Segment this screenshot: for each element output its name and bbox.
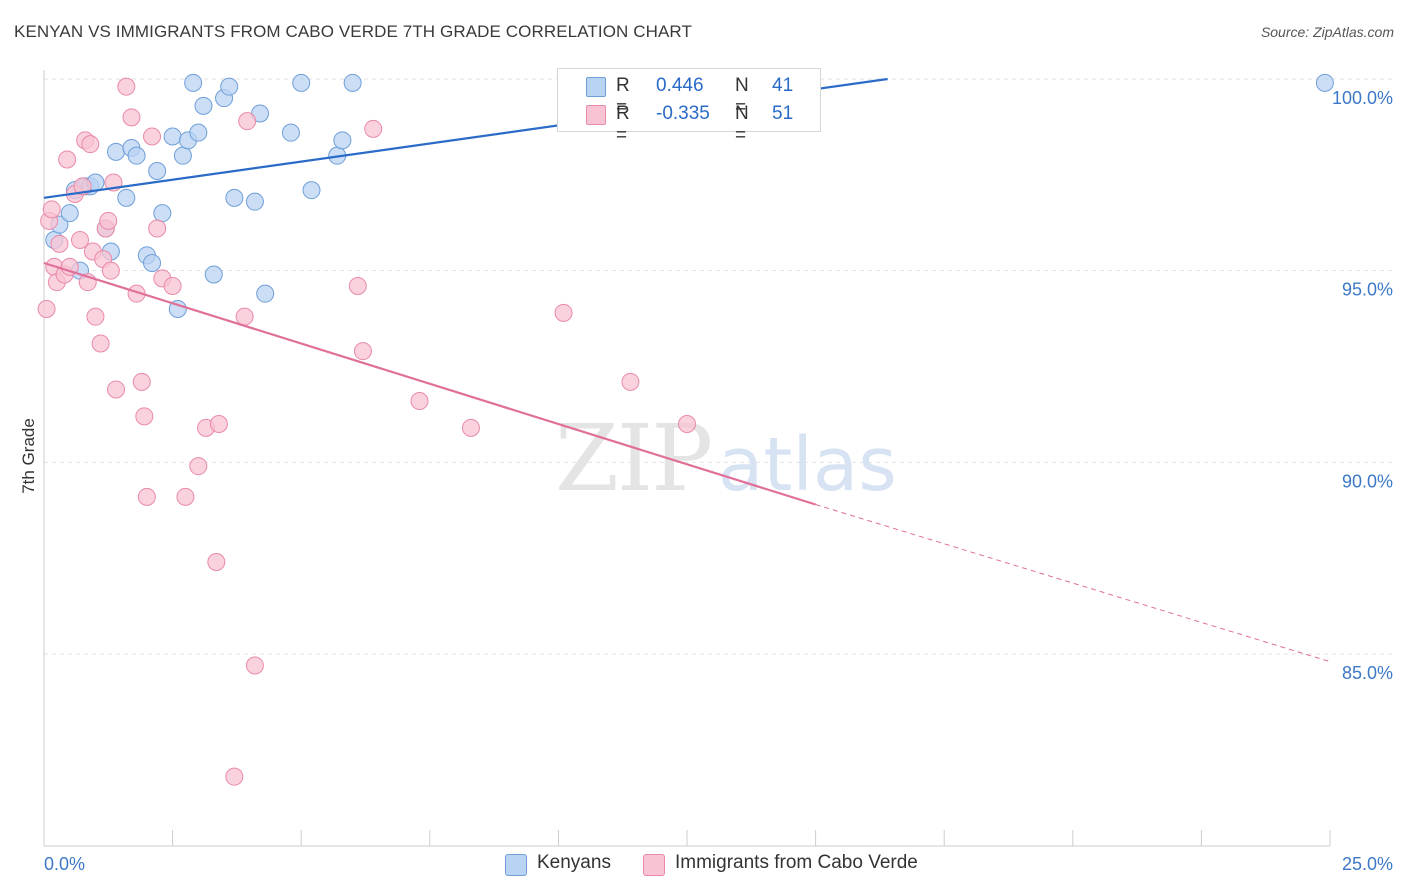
cabo-verde-point [225,767,244,786]
cabo-verde-point [137,487,156,506]
cabo-verde-point [235,307,254,326]
cabo-verde-legend-label: Immigrants from Cabo Verde [675,852,918,873]
cabo-verde-point [99,211,118,230]
y-tick-label: 95.0% [1342,280,1393,300]
kenyan-point [333,131,352,150]
cabo-verde-point [207,553,226,571]
stats-legend: R = 0.446 N = 41 R = -0.335 N = 51 [557,68,821,146]
kenyan-point [256,284,275,303]
kenyan-point [173,146,192,165]
kenyan-point [127,146,146,165]
chart-title: KENYAN VS IMMIGRANTS FROM CABO VERDE 7TH… [14,22,692,41]
kenyan-point [204,265,223,284]
kenyan-point [302,181,321,200]
n-value-cabo-verde: 51 [772,103,794,124]
cabo-verde-point [163,277,182,295]
kenyan-point [184,73,203,92]
kenyan-point [281,123,300,142]
y-axis-title: 7th Grade [19,418,38,494]
cabo-verde-point [91,334,110,353]
r-value-cabo-verde: -0.335 [656,103,710,124]
cabo-verde-point [107,380,126,399]
kenyan-point [117,188,136,207]
kenyan-point [163,127,182,146]
cabo-verde-point [122,108,141,127]
kenyan-point [60,204,79,223]
cabo-verde-point [58,150,77,169]
cabo-verde-point [364,119,383,138]
cabo-verde-point [678,415,696,433]
cabo-verde-trend-line [43,261,816,506]
cabo-verde-point [37,300,56,318]
kenyan-point [292,73,311,92]
cabo-verde-point [101,261,120,280]
kenyans-swatch [586,77,606,97]
cabo-verde-point [143,127,162,146]
kenyan-point [168,300,187,318]
cabo-verde-point [135,407,154,426]
kenyan-point [148,162,167,180]
n-label: N = [735,75,749,118]
kenyan-point [194,96,213,115]
cabo-verde-point [348,277,367,295]
points-layer [37,70,1334,786]
cabo-verde-point [410,392,429,410]
kenyans-legend-label: Kenyans [537,852,611,873]
trend-layer [43,77,1331,663]
cabo-verde-swatch [586,105,606,125]
grid-layer [44,78,1394,655]
kenyan-point [153,204,172,223]
cabo-verde-point [245,656,264,675]
cabo-verde-point [42,200,61,219]
cabo-verde-point [117,77,136,96]
x-tick-label: 25.0% [1342,854,1393,874]
r-value-kenyans: 0.446 [656,75,704,96]
cabo-verde-point [461,418,480,437]
cabo-verde-point [132,372,151,391]
kenyan-point [225,188,244,207]
cabo-verde-point [60,257,79,276]
r-label: R = [616,103,630,146]
watermark-layer: ZIP atlas [555,405,897,512]
watermark-atlas: atlas [718,422,897,508]
kenyan-point [143,254,162,272]
cabo-verde-point [621,372,640,391]
cabo-verde-point [353,342,372,361]
cabo-verde-point [189,457,208,476]
cabo-verde-point [209,415,228,433]
x-tick-label: 0.0% [44,854,85,874]
y-tick-label: 85.0% [1342,663,1393,683]
n-value-kenyans: 41 [772,75,794,96]
kenyan-point [343,73,362,92]
kenyan-point [189,123,208,142]
cabo-verde-point [554,303,573,322]
cabo-verde-point [86,307,105,326]
kenyan-point [107,142,126,161]
cabo-verde-point [81,135,100,154]
source-credit: Source: ZipAtlas.com [1260,24,1394,40]
cabo-verde-point [71,231,90,249]
cabo-verde-point [148,219,167,238]
axis-layer [43,70,1331,847]
kenyans-legend-swatch [505,854,527,876]
cabo-verde-point [73,177,92,196]
kenyan-point [220,77,239,96]
kenyan-point [245,192,264,211]
kenyan-point [1315,73,1334,92]
cabo-verde-point [238,112,257,131]
y-tick-label: 100.0% [1332,88,1393,108]
y-tick-label: 90.0% [1342,471,1393,491]
r-label: R = [616,75,630,118]
cabo-verde-legend-swatch [643,854,665,876]
n-label: N = [735,103,749,146]
cabo-verde-point [50,234,69,253]
cabo-verde-trend-extension [815,504,1331,663]
cabo-verde-point [176,487,195,506]
label-layer: 100.0% 95.0% 90.0% 85.0% 0.0% 25.0% 7th Grade [19,88,1393,874]
